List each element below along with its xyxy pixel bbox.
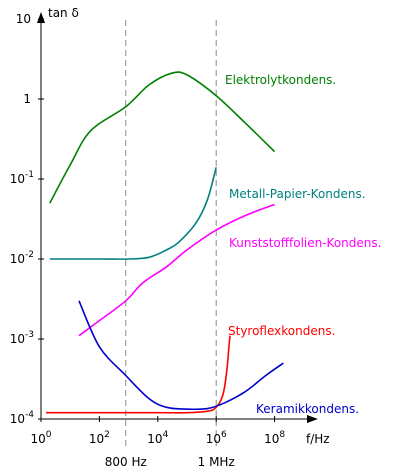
frequency-markers: 800 Hz 1 MHz xyxy=(105,20,235,469)
series-line-keramikkondens xyxy=(78,300,284,411)
y-axis-label: tan δ xyxy=(48,6,79,20)
series-line-kunststofffolien-kondens xyxy=(78,203,275,337)
x-tick-label: 100 xyxy=(30,430,51,446)
marker-label-1-mhz: 1 MHz xyxy=(198,455,235,469)
x-axis-label: f/Hz xyxy=(306,432,330,446)
x-axis-arrow xyxy=(307,415,318,423)
series-label-keramikkondens: Keramikkondens. xyxy=(256,402,359,416)
axes xyxy=(37,12,318,423)
x-tick-label: 102 xyxy=(89,430,110,446)
y-tick-label: 10-1 xyxy=(10,170,34,186)
x-tick-label: 106 xyxy=(206,430,227,446)
y-axis-arrow xyxy=(37,12,45,23)
y-tick-label: 10 xyxy=(16,12,31,26)
axis-ticks: 10 1 10-1 10-2 10-3 10-4 100 102 104 106 108 xyxy=(10,12,286,446)
series-label-styroflexkondens: Styroflexkondens. xyxy=(228,324,335,338)
series-line-styroflexkondens xyxy=(46,335,231,414)
y-tick-label: 1 xyxy=(23,92,31,106)
y-tick-label: 10-4 xyxy=(10,410,35,426)
y-tick-label: 10-3 xyxy=(10,330,34,346)
series-label-kunststofffolien-kondens: Kunststofffolien-Kondens. xyxy=(229,236,381,250)
series-lines xyxy=(46,71,284,414)
series-labels: Elektrolytkondens. Metall-Papier-Kondens.… xyxy=(225,73,381,416)
series-label-metall-papier-kondens: Metall-Papier-Kondens. xyxy=(229,187,366,201)
x-tick-label: 108 xyxy=(264,430,285,446)
marker-label-800-hz: 800 Hz xyxy=(105,455,147,469)
y-tick-label: 10-2 xyxy=(10,250,34,266)
series-line-metall-papier-kondens xyxy=(49,167,217,260)
x-tick-label: 104 xyxy=(147,430,168,446)
series-label-elektrolytkondens: Elektrolytkondens. xyxy=(225,73,336,87)
series-line-elektrolytkondens xyxy=(49,71,276,204)
